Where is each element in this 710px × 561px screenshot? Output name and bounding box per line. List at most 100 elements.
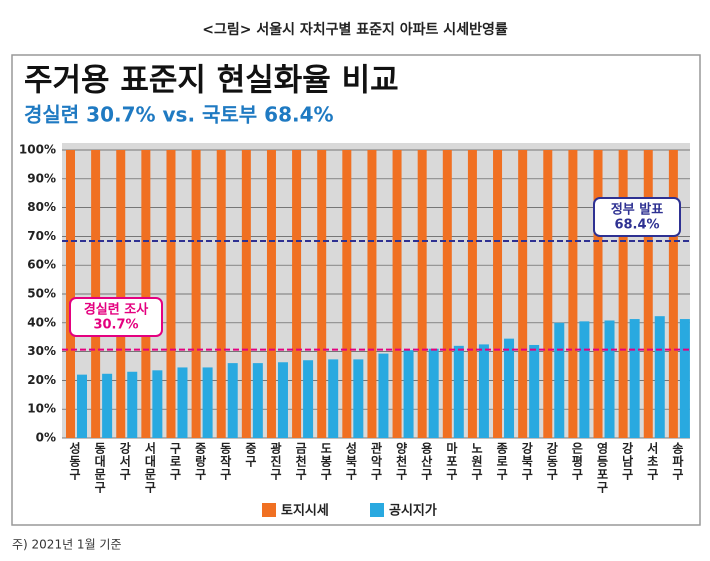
bar [403,350,414,438]
bar [227,363,238,438]
bar [317,150,327,438]
x-tick-label: 구로구 [168,442,183,481]
bar [643,150,653,438]
x-tick-label: 서초구 [645,442,660,481]
bar [629,319,640,438]
callout-box [593,197,681,237]
bar [127,371,138,438]
footnote: 주) 2021년 1월 기준 [12,538,122,552]
bar [191,150,201,438]
y-tick-label: 80% [27,200,56,214]
callout-label: 경실련 조사 [84,302,148,318]
chart-title: 주거용 표준지 현실화율 비교 [24,63,399,99]
x-tick-label: 광진구 [268,442,283,481]
frame [11,54,701,526]
x-tick-label: 서대문구 [142,442,157,494]
bar [378,353,389,438]
bar [579,321,590,438]
x-tick-label: 중랑구 [193,442,208,481]
bar [166,150,176,438]
x-tick-label: 종로구 [494,442,509,481]
x-tick-label: 동대문구 [92,442,107,494]
bar [303,360,314,438]
x-tick-label: 성동구 [67,442,82,481]
callout-value: 30.7% [93,318,138,333]
bar [367,150,377,438]
legend-swatch [262,503,276,517]
bar [102,373,113,438]
bar [654,316,665,438]
bar [392,150,402,438]
bar [202,367,213,438]
x-tick-label: 강북구 [519,442,534,481]
x-tick-label: 노원구 [469,442,484,481]
x-tick-label: 중구 [243,442,258,468]
x-tick-label: 송파구 [670,442,685,481]
bar [668,150,678,438]
x-tick-label: 성북구 [343,442,358,481]
x-tick-label: 마포구 [444,442,459,481]
bar [554,322,565,438]
bar [241,150,251,438]
bar [453,345,464,438]
y-tick-label: 60% [27,258,56,272]
bar [91,150,101,438]
bar [417,150,427,438]
x-tick-label: 강서구 [117,442,132,481]
x-tick-label: 도봉구 [318,442,333,481]
bar [77,374,87,438]
x-tick-label: 용산구 [419,442,434,481]
bar [493,150,503,438]
bar [604,320,615,438]
y-tick-label: 40% [27,315,56,329]
bar [568,150,578,438]
x-tick-label: 관악구 [369,442,383,481]
bar [266,150,276,438]
y-tick-label: 100% [19,143,56,157]
y-tick-label: 0% [36,431,56,445]
bar [66,150,75,438]
bar [518,150,528,438]
y-tick-label: 10% [27,402,56,416]
bar [504,338,515,438]
bar [353,359,364,438]
bar [428,348,439,438]
y-tick-label: 90% [27,171,56,185]
y-tick-label: 70% [27,229,56,243]
bar [277,362,288,438]
bar [467,150,477,438]
bar [618,150,628,438]
callout-label: 정부 발표 [611,202,663,218]
bar [152,370,163,438]
legend-swatch [370,503,384,517]
x-tick-label: 금천구 [293,442,308,481]
bar [328,359,339,438]
bar [442,150,452,438]
legend-label: 토지시세 [281,504,329,519]
x-tick-label: 은평구 [569,442,584,481]
bar [529,344,540,438]
bar [543,150,553,438]
x-tick-label: 강남구 [620,442,635,481]
bar [216,150,226,438]
bar [141,150,151,438]
bar [679,319,690,438]
bar [292,150,302,438]
x-tick-label: 동작구 [218,442,233,481]
callout-box [69,297,163,337]
bar [116,150,126,438]
x-tick-label: 영등포구 [595,442,610,494]
bar [252,363,263,438]
bar [593,150,603,438]
bar [177,367,188,438]
bar [342,150,352,438]
bar [478,344,489,438]
x-tick-label: 강동구 [544,442,559,481]
x-tick-label: 양천구 [394,442,409,481]
y-tick-label: 30% [27,344,56,358]
subtitle: 경실련 30.7% vs. 국토부 68.4% [24,103,334,127]
y-tick-label: 50% [27,287,56,301]
legend-label: 공시지가 [389,504,437,519]
